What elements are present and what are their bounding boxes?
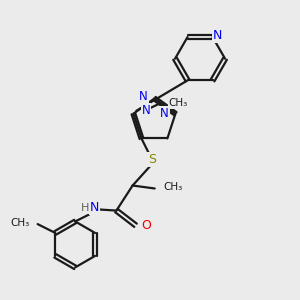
Text: N: N	[142, 104, 150, 117]
Text: CH₃: CH₃	[169, 98, 188, 108]
Text: N: N	[213, 29, 223, 42]
Text: CH₃: CH₃	[164, 182, 183, 192]
Text: CH₃: CH₃	[10, 218, 29, 228]
Text: N: N	[90, 201, 99, 214]
Text: O: O	[141, 219, 151, 232]
Text: N: N	[139, 91, 148, 103]
Text: N: N	[160, 107, 169, 120]
Text: S: S	[148, 152, 156, 166]
Text: H: H	[81, 202, 89, 213]
